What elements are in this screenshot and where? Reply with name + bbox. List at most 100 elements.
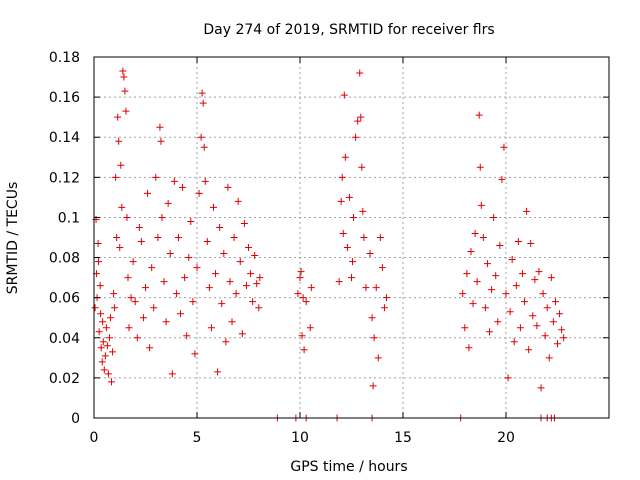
data-point: [232, 290, 240, 298]
data-point: [240, 219, 248, 227]
data-point: [549, 318, 557, 326]
data-point: [556, 310, 564, 318]
data-point: [531, 276, 539, 284]
data-point: [345, 193, 353, 201]
data-point: [108, 378, 116, 386]
data-point: [545, 354, 553, 362]
x-tick-label: 5: [193, 430, 202, 446]
data-point: [95, 258, 103, 266]
data-point: [362, 284, 370, 292]
data-point: [109, 348, 117, 356]
data-point: [104, 370, 112, 378]
data-point: [523, 207, 531, 215]
data-point: [123, 213, 131, 221]
data-point: [298, 332, 306, 340]
data-point: [369, 382, 377, 390]
data-point: [376, 234, 384, 241]
data-point: [144, 189, 152, 197]
y-tick-label: 0.14: [49, 130, 80, 146]
data-point: [551, 298, 559, 306]
data-point: [226, 278, 234, 286]
data-point: [230, 234, 238, 241]
data-point: [560, 334, 568, 342]
data-point: [529, 312, 537, 320]
data-point: [500, 143, 508, 151]
data-point: [177, 310, 185, 318]
data-point: [459, 290, 467, 298]
data-point: [465, 344, 473, 352]
data-point: [521, 298, 529, 306]
data-point: [335, 278, 343, 286]
data-point: [166, 250, 174, 258]
data-point: [479, 234, 487, 241]
data-point: [543, 304, 551, 312]
data-point: [492, 272, 500, 280]
y-tick-label: 0.18: [49, 50, 80, 66]
y-tick-label: 0: [71, 411, 80, 427]
data-point: [218, 300, 226, 308]
x-tick-label: 20: [497, 430, 515, 446]
y-tick-label: 0.1: [58, 210, 80, 226]
data-point: [154, 234, 162, 241]
data-point: [547, 274, 555, 282]
data-point: [98, 358, 106, 366]
data-point: [200, 143, 208, 151]
data-point: [256, 274, 264, 282]
data-point: [205, 284, 213, 292]
data-point: [203, 238, 211, 246]
data-point: [380, 304, 388, 312]
data-point: [157, 137, 165, 145]
y-tick-label: 0.12: [49, 170, 80, 186]
data-point: [137, 238, 145, 246]
data-point: [172, 290, 180, 298]
data-point: [236, 258, 244, 266]
data-point: [463, 270, 471, 278]
data-point: [358, 163, 366, 171]
data-point: [135, 223, 143, 231]
data-point: [242, 282, 250, 290]
data-point: [359, 207, 367, 215]
data-point: [133, 334, 141, 342]
data-point: [488, 286, 496, 294]
data-point: [162, 318, 170, 326]
data-point: [97, 344, 105, 352]
data-point: [525, 346, 533, 354]
data-point: [174, 234, 182, 241]
x-tick-label: 0: [90, 430, 99, 446]
data-point: [508, 256, 516, 264]
data-point: [168, 370, 176, 378]
data-point: [106, 314, 114, 322]
data-point: [537, 384, 545, 392]
data-points: [91, 67, 568, 422]
data-point: [475, 111, 483, 119]
data-point: [307, 284, 315, 292]
data-point: [124, 274, 132, 282]
data-point: [102, 324, 110, 332]
data-point: [339, 229, 347, 237]
data-point: [207, 324, 215, 332]
data-point: [350, 213, 358, 221]
grid-lines: [94, 57, 609, 418]
data-point: [99, 338, 107, 346]
x-tick-label: 10: [291, 430, 309, 446]
data-point: [183, 332, 191, 340]
data-point: [461, 324, 469, 332]
x-axis-label: GPS time / hours: [290, 459, 407, 475]
data-point: [516, 324, 524, 332]
data-point: [185, 254, 193, 262]
data-point: [477, 201, 485, 209]
data-point: [117, 161, 125, 169]
data-point: [179, 183, 187, 191]
data-point: [195, 189, 203, 197]
data-point: [496, 242, 504, 250]
data-point: [539, 290, 547, 298]
data-point: [340, 91, 348, 99]
data-point: [99, 318, 107, 326]
data-point: [486, 328, 494, 336]
data-point: [535, 268, 543, 276]
data-point: [199, 99, 207, 107]
data-point: [504, 374, 512, 382]
data-point: [356, 69, 364, 77]
data-point: [187, 217, 195, 225]
